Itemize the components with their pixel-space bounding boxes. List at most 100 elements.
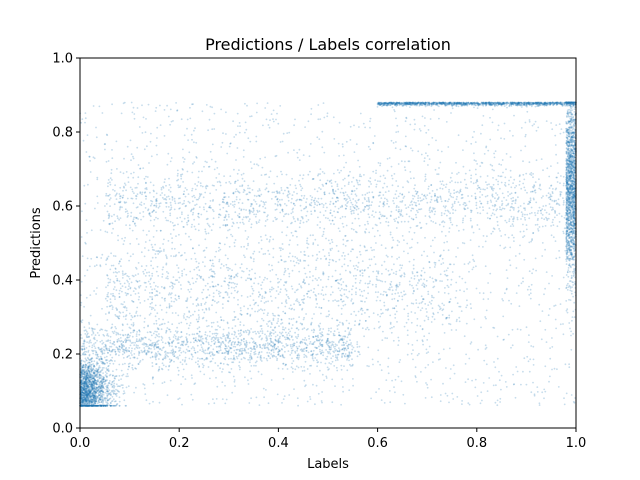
data-point — [258, 309, 260, 311]
data-point — [265, 339, 268, 342]
data-point — [109, 359, 112, 362]
data-point — [358, 288, 361, 291]
data-point — [155, 319, 158, 322]
data-point — [88, 383, 91, 385]
data-point — [193, 225, 196, 228]
data-point — [179, 347, 182, 349]
data-point — [237, 329, 240, 332]
data-point — [113, 286, 116, 288]
data-point — [93, 401, 95, 404]
data-point — [326, 179, 329, 182]
data-point — [322, 286, 324, 289]
data-point — [261, 330, 264, 332]
data-point — [299, 204, 302, 207]
data-point — [84, 357, 87, 360]
data-point — [119, 287, 122, 290]
data-point — [156, 335, 159, 337]
data-point — [437, 311, 439, 314]
data-point — [435, 280, 437, 282]
data-point — [149, 204, 152, 207]
data-point — [331, 360, 334, 363]
data-point — [92, 363, 94, 365]
data-point — [184, 351, 187, 354]
data-point — [373, 249, 375, 251]
data-point — [85, 372, 88, 375]
data-point — [395, 209, 398, 212]
data-point — [179, 336, 182, 339]
data-point — [176, 217, 179, 220]
data-point — [130, 294, 132, 297]
data-point — [368, 275, 370, 278]
data-point — [383, 215, 386, 218]
data-point — [304, 272, 307, 275]
data-point — [310, 350, 313, 352]
data-point — [359, 294, 362, 297]
data-point — [271, 345, 274, 348]
data-point — [338, 331, 340, 334]
data-point — [311, 254, 314, 257]
data-point — [281, 243, 284, 245]
data-point — [423, 285, 425, 288]
data-point — [483, 153, 486, 155]
data-point — [235, 335, 238, 338]
data-point — [84, 333, 87, 335]
data-point — [441, 257, 444, 260]
data-point — [167, 206, 170, 208]
data-point — [190, 210, 192, 213]
data-point — [81, 348, 84, 351]
data-point — [495, 192, 497, 195]
data-point — [92, 394, 95, 397]
data-point — [87, 379, 90, 382]
data-point — [187, 327, 190, 330]
data-point — [440, 183, 443, 186]
data-point — [391, 298, 394, 301]
data-point — [273, 345, 276, 348]
data-point — [92, 368, 94, 371]
data-point — [289, 344, 292, 346]
data-point — [327, 217, 329, 220]
data-point — [443, 292, 446, 294]
data-point — [139, 192, 142, 195]
data-point — [158, 324, 161, 326]
data-point — [299, 342, 302, 345]
data-point — [205, 340, 208, 343]
data-point — [88, 342, 90, 344]
data-point — [439, 180, 442, 183]
data-point — [266, 337, 268, 340]
data-point — [530, 191, 532, 193]
data-point — [208, 225, 211, 228]
data-point — [96, 323, 99, 326]
data-point — [131, 274, 134, 277]
data-point — [475, 207, 478, 210]
data-point — [128, 365, 130, 368]
data-point — [93, 390, 96, 393]
data-point — [354, 204, 357, 207]
data-point — [153, 281, 155, 284]
data-point — [90, 385, 92, 388]
data-point — [206, 222, 209, 225]
data-point — [220, 263, 223, 266]
data-point — [150, 203, 153, 205]
data-point — [379, 299, 382, 302]
data-point — [378, 279, 380, 282]
data-point — [361, 295, 364, 297]
data-point — [122, 392, 125, 395]
data-point — [265, 346, 268, 349]
data-point — [84, 392, 86, 395]
data-point — [105, 329, 108, 332]
data-point — [233, 168, 235, 171]
data-point — [450, 283, 452, 286]
data-point — [196, 344, 199, 347]
data-point — [119, 348, 122, 351]
data-point — [479, 188, 482, 191]
data-point — [216, 350, 218, 353]
data-point — [113, 400, 116, 403]
data-point — [363, 289, 366, 292]
data-point — [266, 342, 269, 344]
data-point — [233, 379, 236, 381]
data-point — [334, 190, 337, 193]
data-point — [186, 339, 188, 342]
data-point — [88, 390, 91, 392]
data-point — [80, 404, 83, 407]
data-point — [172, 353, 174, 356]
